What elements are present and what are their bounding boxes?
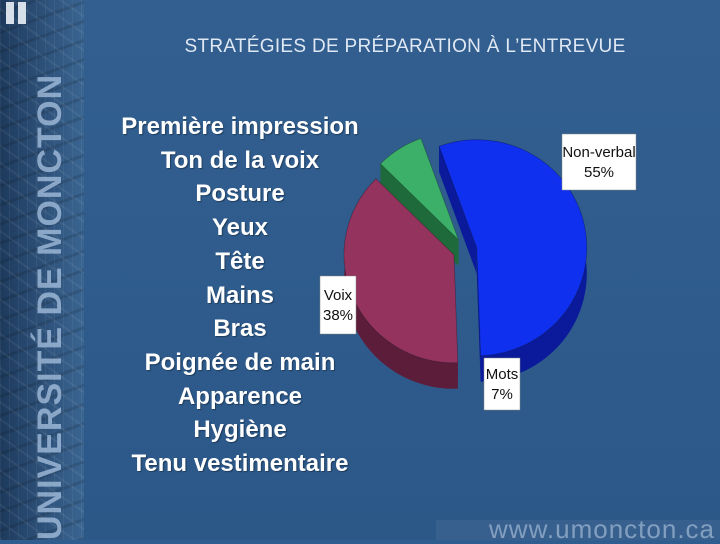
- slice-label-name: Voix: [324, 287, 353, 304]
- list-item: Première impression: [121, 113, 359, 140]
- list-item: Bras: [213, 315, 267, 343]
- slice-label-name: Non-verbal: [562, 144, 635, 161]
- slide-title: STRATÉGIES DE PRÉPARATION À L’ENTREVUE: [184, 36, 626, 57]
- side-banner: UNIVERSITÉ DE MONCTON: [0, 0, 84, 540]
- list-item: Poignée de main: [144, 348, 336, 376]
- slice-label: Mots 7%: [483, 357, 521, 411]
- strategy-list: Première impression Ton de la voix Postu…: [90, 110, 390, 481]
- slice-label-name: Mots: [486, 366, 519, 383]
- pie-slice-non-verbal: [438, 139, 588, 357]
- list-item: Hygiène: [193, 416, 287, 444]
- university-logo-icon: [4, 2, 30, 24]
- slice-label-value: 7%: [491, 386, 513, 403]
- list-item: Tenu vestimentaire: [131, 450, 349, 478]
- pie-slice-mots: [379, 137, 459, 241]
- slice-label-value: 38%: [323, 307, 353, 324]
- university-name: UNIVERSITÉ DE MONCTON: [31, 73, 69, 540]
- list-item: Apparence: [177, 382, 303, 410]
- list-item: Ton de la voix: [160, 146, 320, 174]
- list-item: Posture: [195, 180, 285, 208]
- slice-label: Non-verbal 55%: [561, 133, 637, 191]
- slice-label-value: 55%: [584, 164, 614, 181]
- slice-label: Voix 38%: [319, 275, 357, 335]
- list-item: Yeux: [211, 214, 269, 242]
- list-item: Mains: [205, 281, 274, 309]
- side-banner-photo: [0, 0, 84, 540]
- footer-url: www.umoncton.ca: [489, 514, 715, 544]
- list-item: Tête: [215, 247, 265, 275]
- pie-chart: Non-verbal 55% Voix 38% Mots 7%: [319, 133, 637, 411]
- footer-band: [436, 520, 720, 540]
